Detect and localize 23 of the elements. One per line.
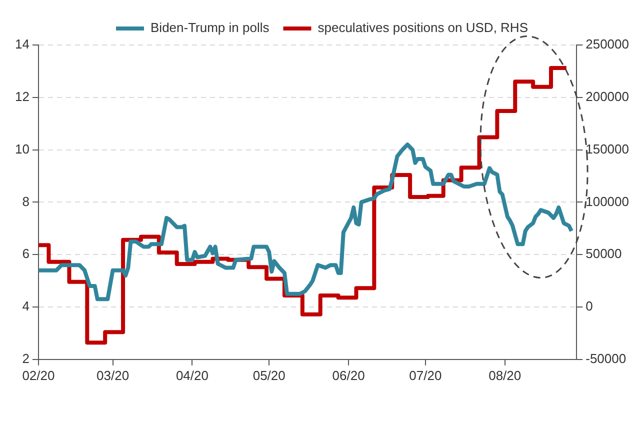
legend-label: speculatives positions on USD, RHS [318,20,528,36]
x-tick-label: 02/20 [22,368,55,383]
y-tick-label: 2 [22,350,30,366]
x-tick-label: 03/20 [96,368,130,383]
y2-tick-label: 0 [586,298,593,314]
y2-tick-label: 150000 [586,141,630,156]
y2-tick-label: 100000 [586,194,630,209]
x-tick-label: 07/20 [409,368,442,383]
y-tick-label: 12 [14,88,30,104]
legend-label: Biden-Trump in polls [150,20,270,36]
x-tick-label: 08/20 [488,368,522,383]
y-tick-label: 4 [22,298,30,314]
y2-tick-label: -50000 [586,350,626,366]
y-tick-label: 8 [22,194,30,209]
x-tick-label: 04/20 [176,368,208,383]
x-tick-label: 05/20 [252,368,286,383]
y2-tick-label: 50000 [586,246,622,262]
y-tick-label: 6 [22,246,30,262]
y-tick-label: 10 [14,141,30,156]
x-tick-label: 06/20 [332,368,365,383]
y2-tick-label: 250000 [586,36,630,52]
y2-tick-label: 200000 [586,88,630,104]
y-tick-label: 14 [14,36,30,52]
